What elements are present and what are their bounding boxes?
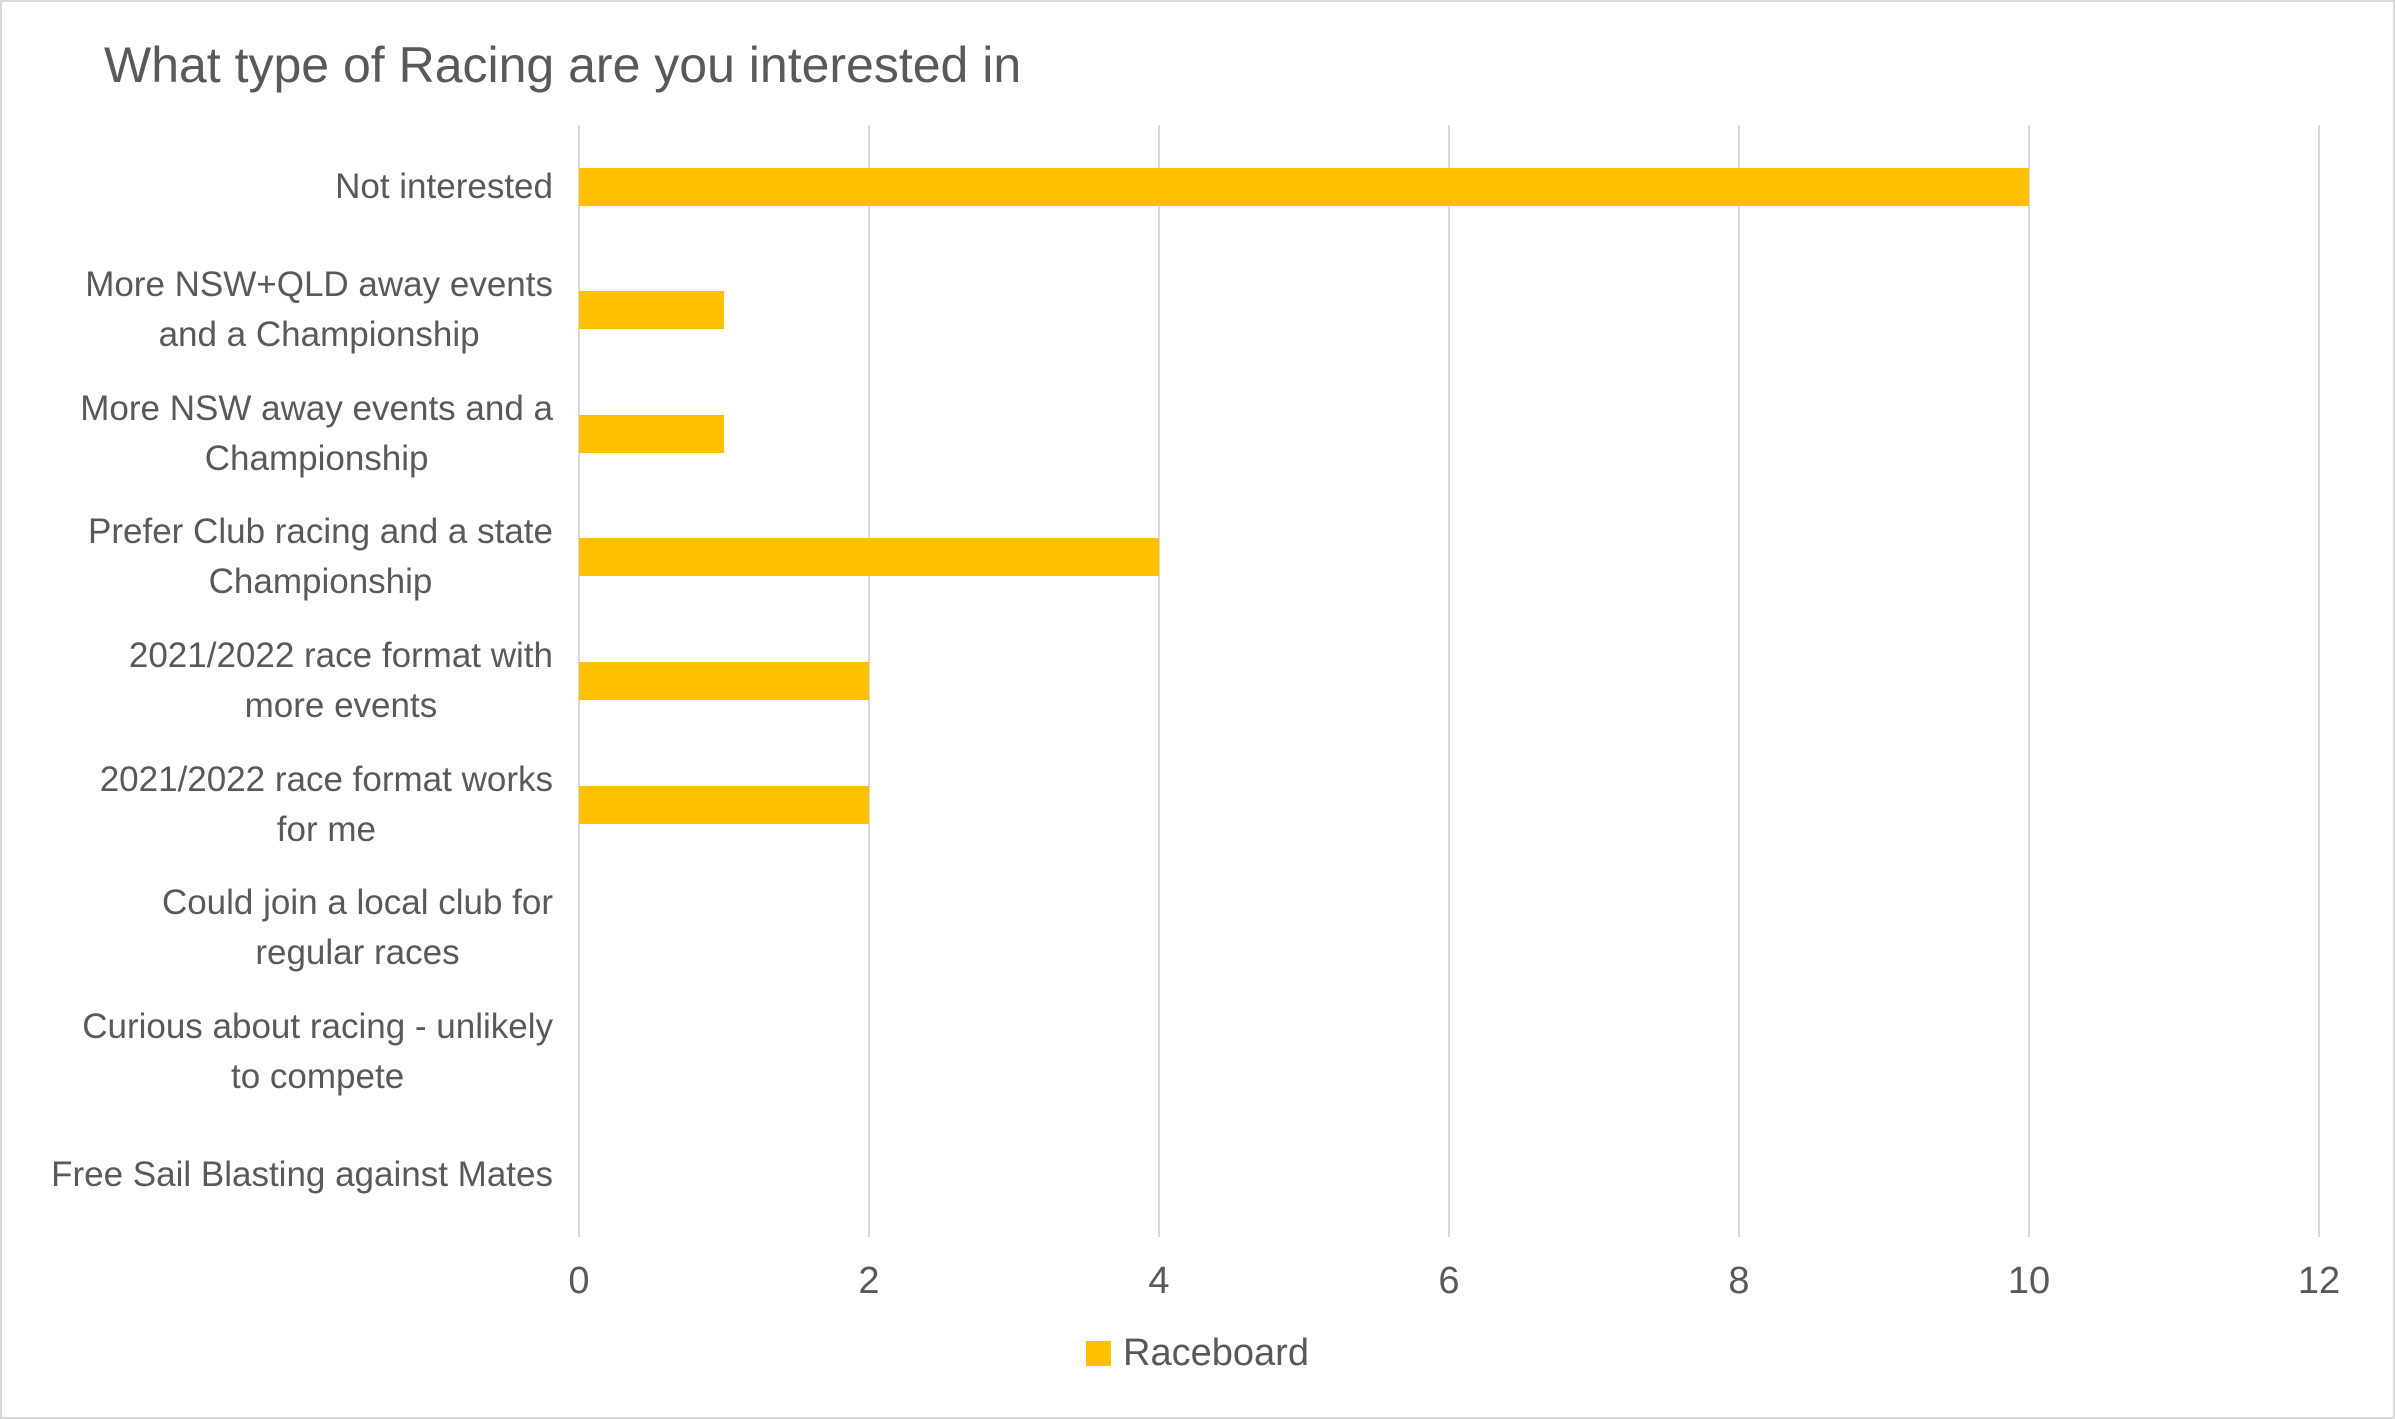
bar-not-interested — [579, 167, 2029, 206]
chart-title: What type of Racing are you interested i… — [104, 37, 1022, 93]
category-label: Free Sail Blasting against Mates — [51, 1155, 553, 1195]
category-row: Free Sail Blasting against Mates — [2, 1113, 553, 1237]
category-row: Prefer Club racing and a state Championsh… — [2, 496, 553, 620]
bar-row — [579, 372, 2319, 496]
gridline-12 — [2318, 125, 2320, 1237]
legend-label: Raceboard — [1123, 1332, 1309, 1374]
category-axis: Not interested More NSW+QLD away events an… — [2, 125, 553, 1237]
category-row: More NSW+QLD away events and a Championsh… — [2, 249, 553, 373]
x-axis: 0 2 4 6 8 10 12 — [568, 1260, 2340, 1312]
x-tick-label-6: 6 — [1438, 1260, 1460, 1302]
category-label: 2021/2022 race format works for me — [99, 759, 553, 849]
category-label: 2021/2022 race format with more events — [128, 635, 553, 725]
category-row: 2021/2022 race format works for me — [2, 743, 553, 867]
gridline-4 — [1157, 125, 1160, 1237]
bar-2021-2022-race-format-works-for-me — [579, 785, 869, 824]
gridline-10 — [2028, 125, 2030, 1237]
plot-area — [578, 125, 2320, 1237]
bar-row — [579, 866, 2319, 990]
category-label: Prefer Club racing and a state Championsh… — [88, 512, 553, 602]
bar-more-nsw-qld-away-events-and-a-championship — [579, 291, 724, 330]
category-label: More NSW+QLD away events and a Championsh… — [85, 265, 553, 355]
category-row: Not interested — [2, 125, 553, 249]
category-label: Curious about racing - unlikely to compet… — [82, 1006, 553, 1096]
legend-swatch — [1086, 1341, 1112, 1366]
category-row: 2021/2022 race format with more events — [2, 619, 553, 743]
bar-row — [579, 125, 2319, 249]
bar-row — [579, 249, 2319, 373]
category-row: Could join a local club for regular races — [2, 866, 553, 990]
bar-row — [579, 619, 2319, 743]
x-tick-label-0: 0 — [568, 1260, 590, 1302]
x-tick-label-12: 12 — [2297, 1260, 2341, 1302]
category-label: Not interested — [335, 166, 553, 206]
category-label: Could join a local club for regular races — [161, 883, 553, 973]
category-label: More NSW away events and a Championship — [80, 388, 553, 478]
x-tick-label-8: 8 — [1728, 1260, 1750, 1302]
category-row: Curious about racing - unlikely to compet… — [2, 990, 553, 1114]
bar-row — [579, 496, 2319, 620]
gridline-2 — [867, 125, 870, 1237]
gridline-8 — [1737, 125, 1740, 1237]
bar-row — [579, 1113, 2319, 1237]
bar-more-nsw-away-events-and-a-championship — [579, 414, 724, 453]
bar-prefer-club-racing-and-a-state-championship — [579, 538, 1159, 577]
bar-row — [579, 990, 2319, 1114]
x-tick-label-2: 2 — [858, 1260, 880, 1302]
x-tick-label-4: 4 — [1148, 1260, 1170, 1302]
x-tick-label-10: 10 — [2007, 1260, 2051, 1302]
bar-2021-2022-race-format-with-more-events — [579, 661, 869, 700]
legend: Raceboard — [2, 1332, 2393, 1375]
category-row: More NSW away events and a Championship — [2, 372, 553, 496]
bar-row — [579, 743, 2319, 867]
gridline-6 — [1448, 125, 1450, 1237]
